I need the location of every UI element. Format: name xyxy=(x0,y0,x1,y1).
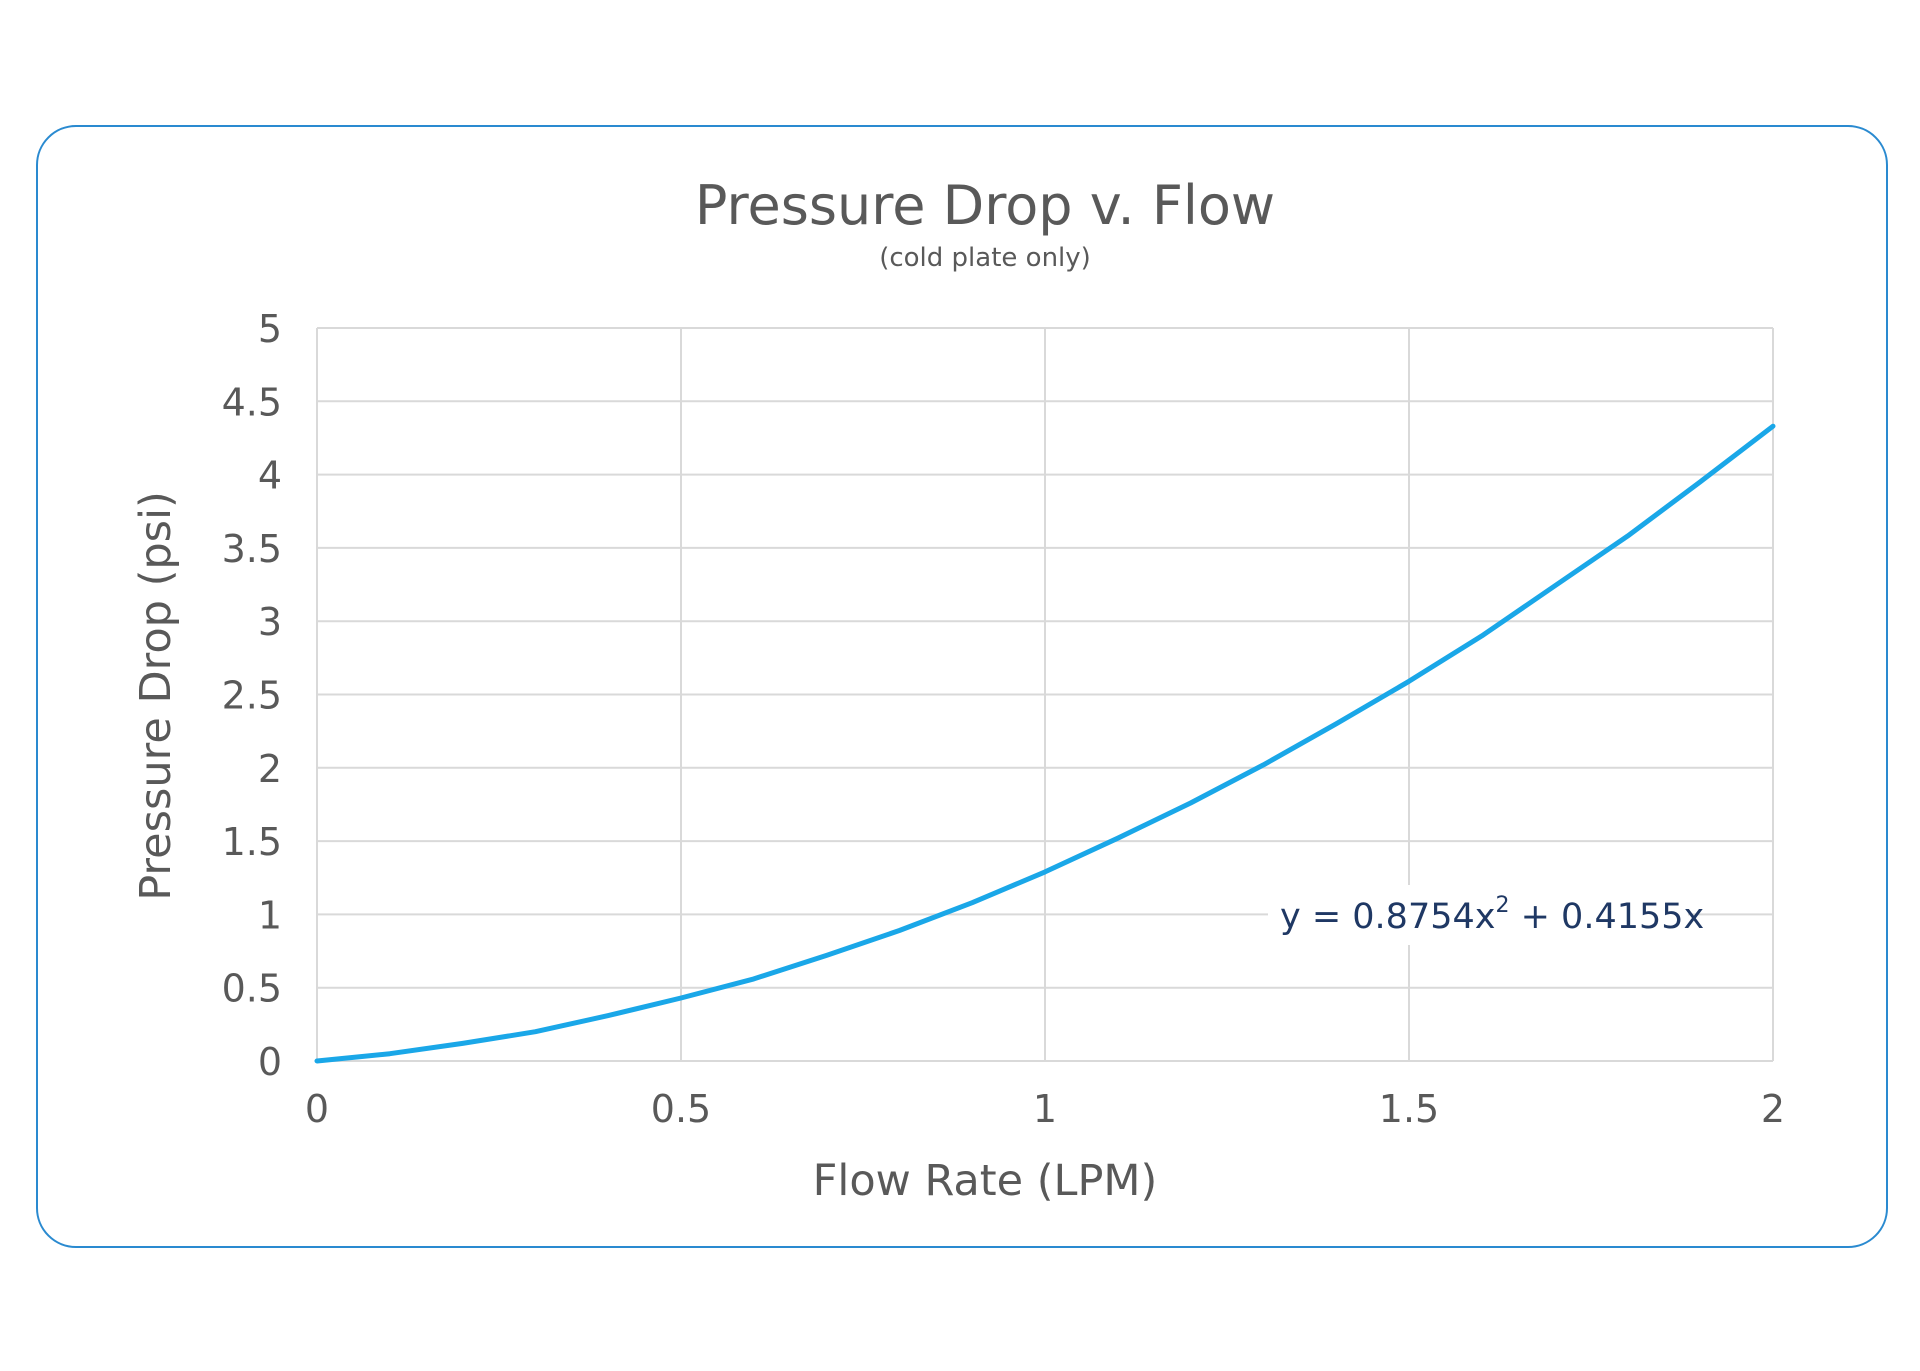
y-tick-label: 1.5 xyxy=(222,820,282,864)
x-tick-label: 1 xyxy=(1033,1087,1057,1131)
y-axis-title: Pressure Drop (psi) xyxy=(131,491,181,901)
x-tick-label: 0.5 xyxy=(651,1087,711,1131)
trendline-equation-suffix: + 0.4155x xyxy=(1509,897,1704,937)
y-tick-label: 0 xyxy=(258,1040,282,1084)
trendline-equation-superscript: 2 xyxy=(1495,893,1509,918)
trendline-equation: y = 0.8754x2 + 0.4155x xyxy=(1280,893,1704,937)
x-tick-label: 1.5 xyxy=(1379,1087,1439,1131)
y-tick-label: 2.5 xyxy=(222,674,282,718)
y-tick-label: 3.5 xyxy=(222,527,282,571)
y-tick-label: 5 xyxy=(258,307,282,351)
y-tick-label: 4.5 xyxy=(222,380,282,424)
chart-subtitle: (cold plate only) xyxy=(879,243,1091,273)
y-tick-label: 3 xyxy=(258,600,282,644)
x-tick-label: 0 xyxy=(305,1087,329,1131)
y-tick-label: 0.5 xyxy=(222,967,282,1011)
y-tick-label: 2 xyxy=(258,747,282,791)
chart-title: Pressure Drop v. Flow xyxy=(695,174,1275,237)
annotation-background xyxy=(1268,885,1688,945)
x-tick-label: 2 xyxy=(1761,1087,1785,1131)
y-tick-label: 1 xyxy=(258,893,282,937)
trendline-equation-prefix: y = 0.8754x xyxy=(1280,897,1495,937)
x-axis-title: Flow Rate (LPM) xyxy=(813,1156,1158,1206)
series-layer xyxy=(314,423,1776,1064)
y-tick-label: 4 xyxy=(258,454,282,498)
tick-labels: 0 0.5 1 1.5 2 2.5 3 3.5 4 4.5 5 0 0.5 1 1.5 2 xyxy=(222,307,1786,1131)
grid-lines xyxy=(316,327,1774,1062)
